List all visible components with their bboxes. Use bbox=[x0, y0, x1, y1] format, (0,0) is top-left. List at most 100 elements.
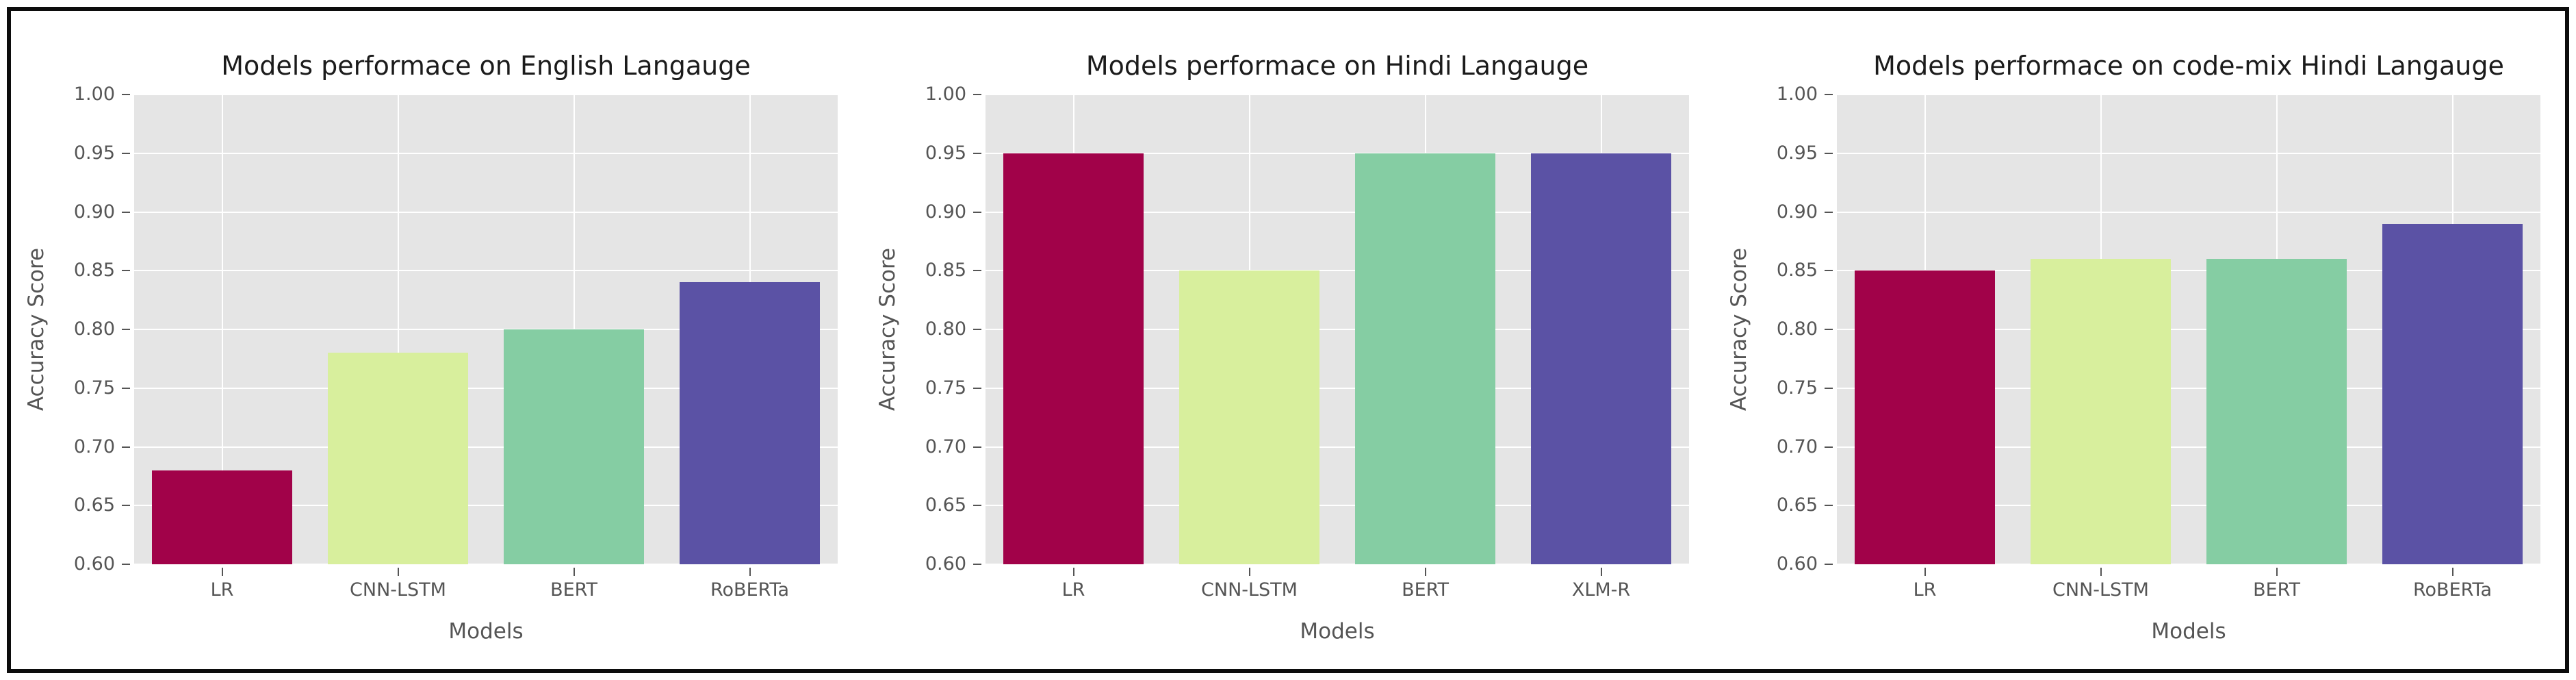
y-tick-label: 0.75 bbox=[1776, 377, 1818, 399]
y-tick-mark bbox=[1825, 446, 1833, 448]
bar-bert bbox=[503, 329, 645, 564]
y-tick-label: 0.80 bbox=[1776, 318, 1818, 340]
x-axis-label: Models bbox=[448, 619, 524, 644]
y-tick-label: 0.95 bbox=[1776, 142, 1818, 164]
bar-bert bbox=[2206, 259, 2347, 564]
bar-roberta bbox=[679, 282, 821, 564]
h-gridline bbox=[986, 94, 1689, 95]
h-gridline bbox=[1837, 329, 2540, 330]
y-tick-label: 0.75 bbox=[73, 377, 115, 399]
x-tick-label: CNN-LSTM bbox=[2052, 579, 2149, 601]
x-tick-mark bbox=[749, 568, 751, 576]
y-tick-label: 0.70 bbox=[925, 436, 966, 457]
h-gridline bbox=[986, 270, 1689, 272]
y-tick-label: 1.00 bbox=[925, 84, 966, 105]
x-tick-label: BERT bbox=[2253, 579, 2300, 601]
y-tick-label: 0.95 bbox=[73, 142, 115, 164]
h-gridline bbox=[1837, 564, 2540, 565]
y-tick-label: 0.85 bbox=[925, 260, 966, 281]
y-tick-mark bbox=[973, 505, 981, 507]
v-gridline bbox=[221, 95, 223, 564]
h-gridline bbox=[1837, 94, 2540, 95]
bar-xlm-r bbox=[1530, 153, 1672, 564]
y-tick-mark bbox=[1825, 94, 1833, 95]
y-tick-label: 1.00 bbox=[1776, 84, 1818, 105]
h-gridline bbox=[134, 152, 838, 154]
y-tick-mark bbox=[973, 270, 981, 272]
y-tick-label: 0.80 bbox=[925, 318, 966, 340]
y-tick-mark bbox=[1825, 387, 1833, 389]
v-gridline bbox=[397, 95, 399, 564]
plot-area: 0.60 0.65 0.70 0.75 0.80 0.85 0.90 0.95 1.00 LR CN… bbox=[925, 84, 1689, 601]
h-gridline bbox=[986, 564, 1689, 565]
y-tick-mark bbox=[973, 94, 981, 95]
y-tick-label: 0.75 bbox=[925, 377, 966, 399]
x-tick-label: BERT bbox=[1402, 579, 1449, 601]
h-gridline bbox=[1837, 152, 2540, 154]
x-tick-mark bbox=[1924, 568, 1926, 576]
h-gridline bbox=[1837, 446, 2540, 448]
y-tick-mark bbox=[973, 329, 981, 330]
x-tick-mark bbox=[397, 568, 399, 576]
x-tick-label: CNN-LSTM bbox=[1201, 579, 1298, 601]
y-tick-label: 0.70 bbox=[73, 436, 115, 457]
x-tick-mark bbox=[1424, 568, 1426, 576]
y-tick-label: 0.60 bbox=[1776, 553, 1818, 575]
x-tick-label: CNN-LSTM bbox=[350, 579, 446, 601]
chart-title: Models performace on code-mix Hindi Lang… bbox=[1873, 51, 2504, 81]
y-tick-label: 0.65 bbox=[925, 494, 966, 516]
h-gridline bbox=[134, 505, 838, 507]
y-tick-mark bbox=[973, 211, 981, 213]
x-axis-label: Models bbox=[2151, 619, 2226, 644]
x-tick-mark bbox=[2451, 568, 2453, 576]
h-gridline bbox=[1837, 505, 2540, 507]
y-tick-mark bbox=[1825, 152, 1833, 154]
y-tick-label: 0.65 bbox=[1776, 494, 1818, 516]
h-gridline bbox=[1837, 387, 2540, 389]
bar-cnn-lstm bbox=[1178, 270, 1320, 564]
bar-lr bbox=[1003, 153, 1144, 564]
y-tick-mark bbox=[122, 564, 130, 565]
y-tick-mark bbox=[973, 564, 981, 565]
y-tick-label: 0.80 bbox=[73, 318, 115, 340]
bar-roberta bbox=[2382, 223, 2523, 564]
chart-title: Models performace on Hindi Langauge bbox=[1085, 51, 1589, 81]
y-tick-label: 0.65 bbox=[73, 494, 115, 516]
x-axis-label: Models bbox=[1300, 619, 1375, 644]
x-tick-label: RoBERTa bbox=[710, 579, 789, 601]
x-tick-label: LR bbox=[210, 579, 234, 601]
y-tick-mark bbox=[122, 270, 130, 272]
y-tick-mark bbox=[1825, 270, 1833, 272]
figure-frame: Models performace on English Langauge Ac… bbox=[7, 7, 2569, 673]
plot-area: 0.60 0.65 0.70 0.75 0.80 0.85 0.90 0.95 1.00 LR CN… bbox=[1777, 84, 2540, 601]
h-gridline bbox=[986, 446, 1689, 448]
y-tick-mark bbox=[122, 211, 130, 213]
y-tick-mark bbox=[973, 446, 981, 448]
x-tick-label: BERT bbox=[550, 579, 597, 601]
x-tick-mark bbox=[1600, 568, 1602, 576]
h-gridline bbox=[1837, 270, 2540, 272]
h-gridline bbox=[134, 564, 838, 565]
bar-cnn-lstm bbox=[2030, 259, 2172, 564]
h-gridline bbox=[1837, 211, 2540, 213]
chart-english: Models performace on English Langauge Ac… bbox=[11, 11, 862, 669]
y-tick-mark bbox=[1825, 505, 1833, 507]
bar-lr bbox=[1854, 270, 1996, 564]
y-tick-mark bbox=[122, 446, 130, 448]
h-gridline bbox=[986, 505, 1689, 507]
x-tick-mark bbox=[2100, 568, 2102, 576]
bar-lr bbox=[151, 470, 293, 564]
y-tick-mark bbox=[122, 505, 130, 507]
y-tick-mark bbox=[1825, 564, 1833, 565]
h-gridline bbox=[986, 211, 1689, 213]
y-tick-label: 0.60 bbox=[925, 553, 966, 575]
x-tick-mark bbox=[573, 568, 575, 576]
h-gridline bbox=[134, 329, 838, 330]
chart-hindi: Models performace on Hindi Langauge Accu… bbox=[862, 11, 1714, 669]
x-tick-mark bbox=[221, 568, 223, 576]
bar-bert bbox=[1354, 153, 1496, 564]
h-gridline bbox=[986, 387, 1689, 389]
chart-codemix-hindi: Models performace on code-mix Hindi Lang… bbox=[1714, 11, 2565, 669]
h-gridline bbox=[134, 270, 838, 272]
y-tick-label: 0.85 bbox=[73, 260, 115, 281]
